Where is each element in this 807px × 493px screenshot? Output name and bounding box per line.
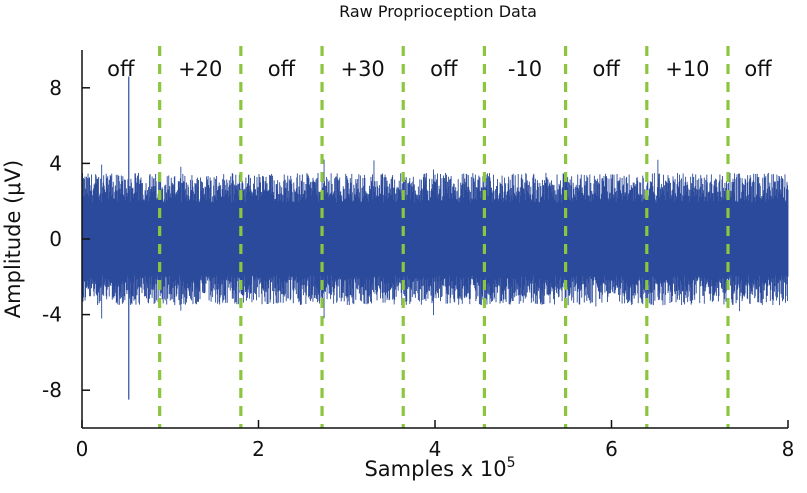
segment-label: off [430,57,458,81]
y-axis-label: Amplitude (μV) [1,160,25,318]
x-axis-label-exponent: 5 [507,455,516,471]
x-ticks: 0 2 4 6 8 [76,420,795,461]
segment-label: +10 [665,57,709,81]
chart-title: Raw Proprioception Data [339,2,537,21]
signal-core [82,204,788,274]
segment-label: off [268,57,296,81]
segment-label: +30 [340,57,384,81]
y-tick-label: -4 [42,303,62,327]
condition-markers [158,46,730,428]
y-ticks: 8 4 0 -4 -8 [42,76,90,402]
x-tick-label: 8 [782,437,795,461]
y-tick-label: -8 [42,378,62,402]
y-tick-label: 8 [49,76,62,100]
x-tick-label: 2 [252,437,265,461]
signal-trace [81,76,789,400]
x-axis-label-text: Samples x 10 [364,457,506,481]
x-tick-label: 6 [605,437,618,461]
x-tick-label: 0 [76,437,89,461]
segment-label: off [744,57,772,81]
y-tick-label: 4 [49,151,62,175]
x-axis-label: Samples x 105 [364,455,515,481]
x-tick-label: 4 [429,437,442,461]
segment-label: +20 [178,57,222,81]
condition-labels: off +20 off +30 off -10 off +10 off [107,57,772,81]
segment-label: -10 [508,57,542,81]
y-tick-label: 0 [49,227,62,251]
segment-label: off [107,57,135,81]
segment-label: off [593,57,621,81]
